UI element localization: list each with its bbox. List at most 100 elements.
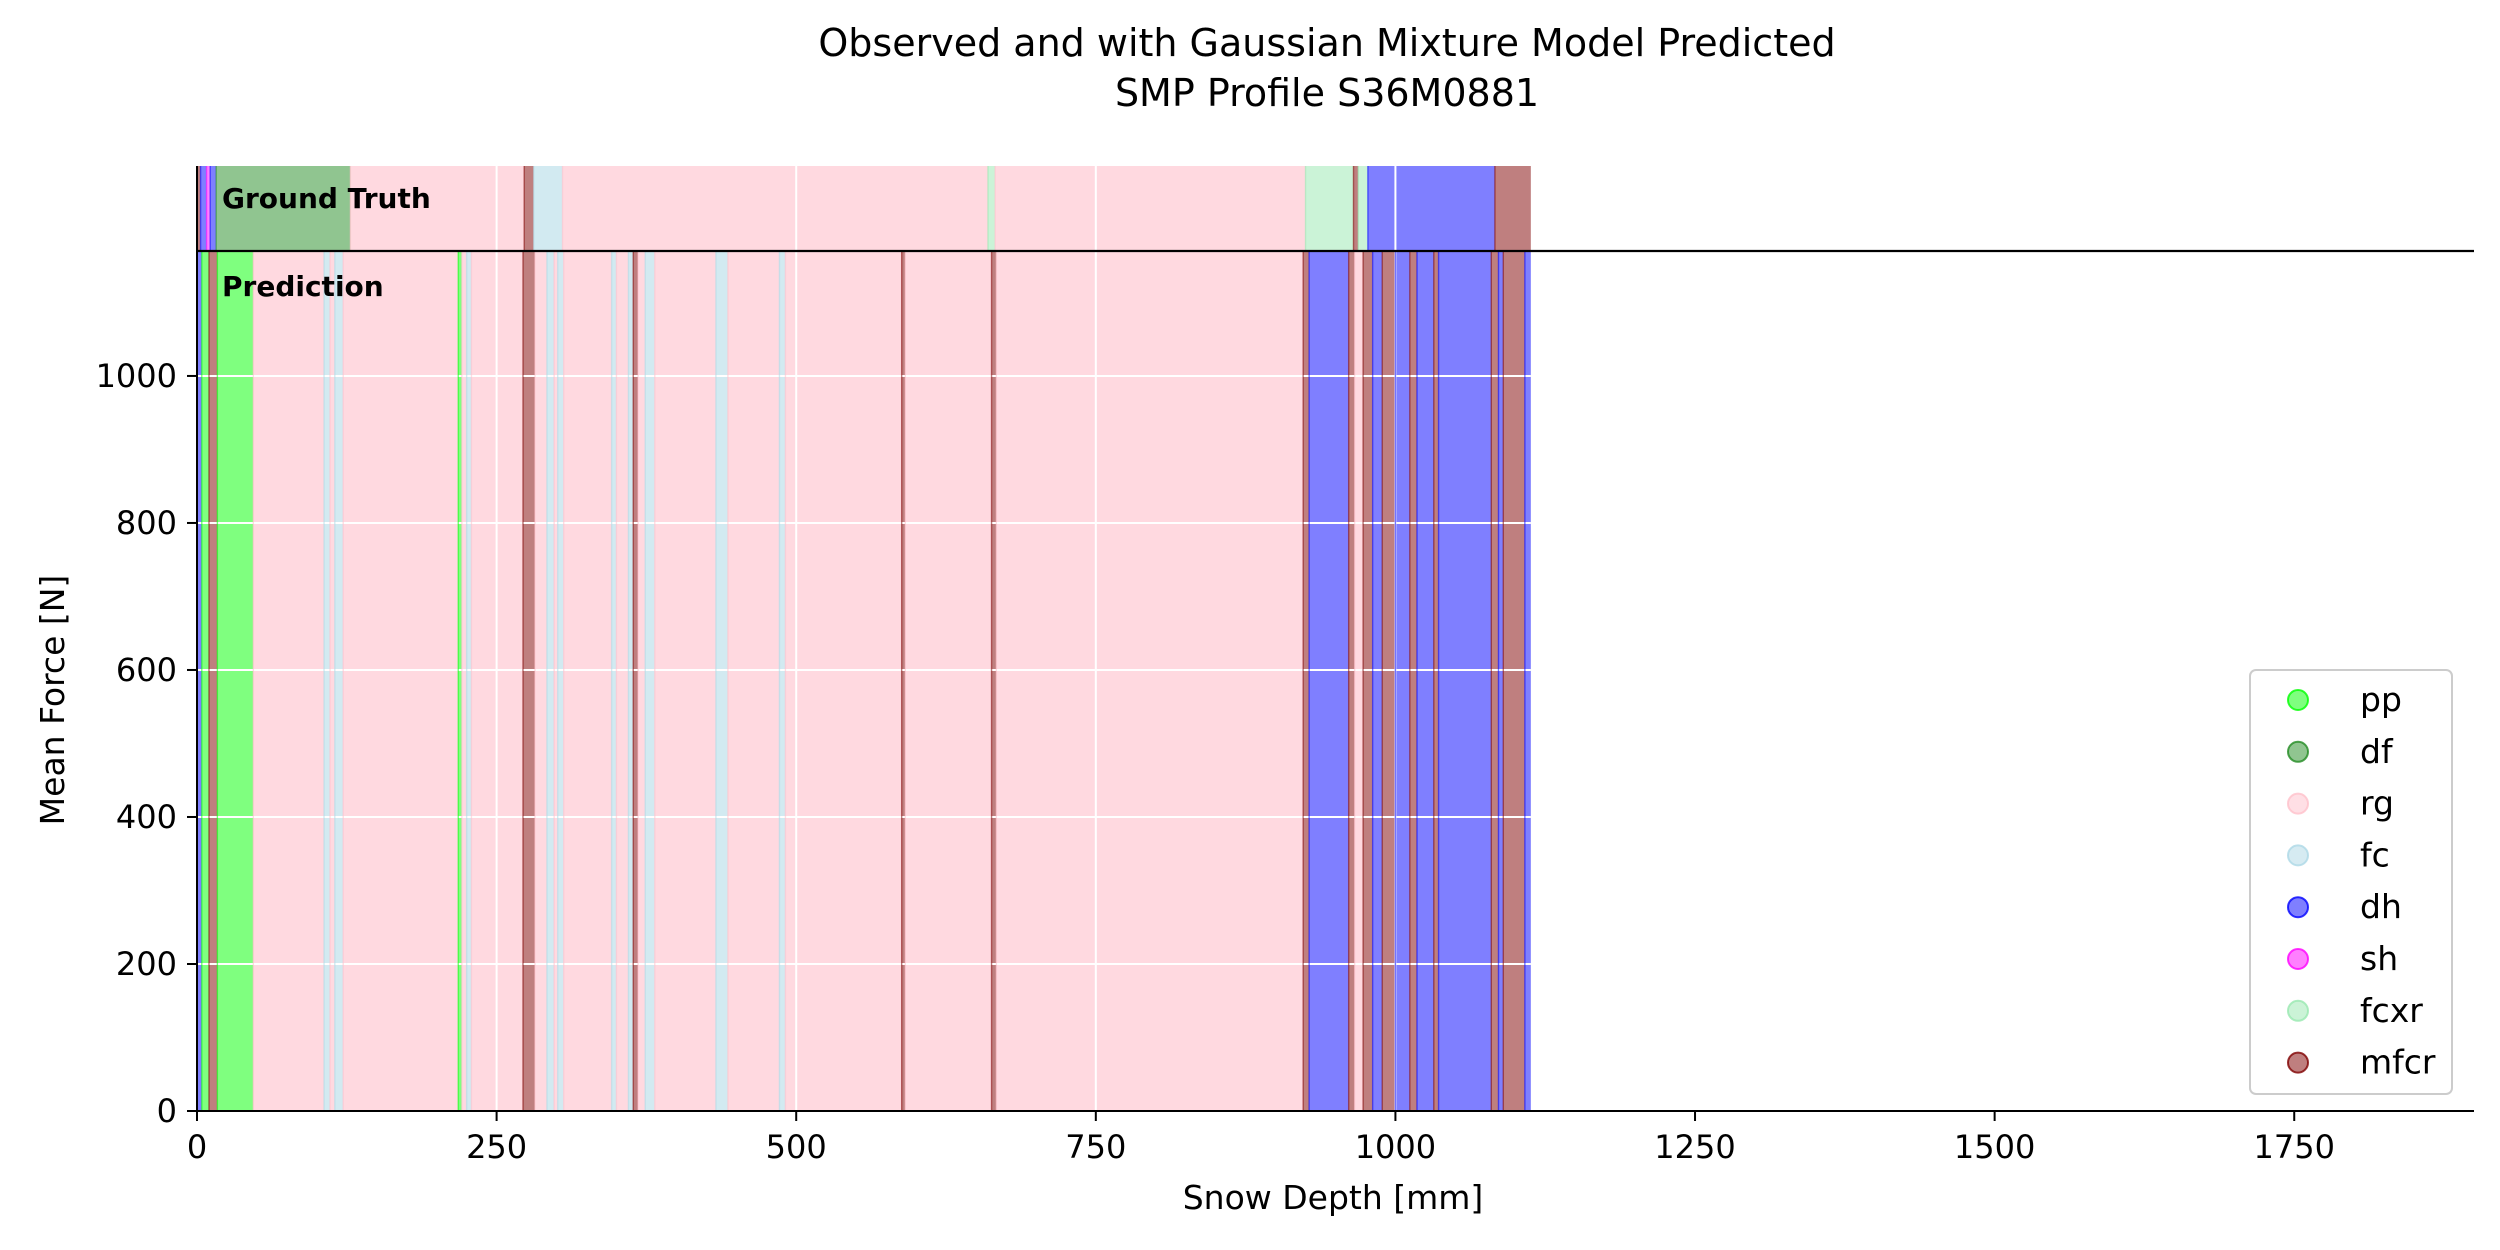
legend-box	[2249, 669, 2453, 1095]
x-tick-label: 500	[766, 1128, 827, 1166]
x-tick-label: 750	[1065, 1128, 1126, 1166]
prediction-bands	[197, 251, 1531, 1111]
prediction-band-mfcr	[1433, 251, 1439, 1111]
prediction-band-fc	[324, 251, 331, 1111]
y-tick-label: 800	[116, 504, 177, 542]
prediction-label: Prediction	[222, 270, 384, 303]
prediction-band-fc	[779, 251, 786, 1111]
prediction-band-mfcr	[1363, 251, 1373, 1111]
legend: pp df rg fc dh sh fcxr mfcr	[2249, 669, 2453, 1095]
legend-label-pp: pp	[2360, 680, 2402, 719]
prediction-band-mfcr	[1348, 251, 1355, 1111]
band-edges	[196, 166, 1526, 1111]
ground-truth-band-df	[216, 166, 351, 251]
prediction-band-rg	[563, 251, 612, 1111]
prediction-band-dh	[197, 251, 202, 1111]
ground-truth-band-rg	[562, 166, 988, 251]
chart-subtitle: SMP Profile S36M0881	[1115, 71, 1539, 115]
x-tick-label: 0	[187, 1128, 207, 1166]
legend-label-fc: fc	[2360, 835, 2390, 874]
prediction-band-fc	[715, 251, 728, 1111]
x-tick-label: 1000	[1355, 1128, 1436, 1166]
prediction-band-fc	[557, 251, 564, 1111]
prediction-band-fc	[611, 251, 617, 1111]
prediction-band-rg	[996, 251, 1304, 1111]
prediction-band-rg	[554, 251, 558, 1111]
legend-label-df: df	[2360, 732, 2394, 771]
prediction-band-fc	[334, 251, 344, 1111]
y-tick-label: 1000	[96, 357, 177, 395]
legend-marker-rg	[2287, 792, 2309, 815]
legend-marker-fc	[2287, 844, 2309, 867]
prediction-band-rg	[343, 251, 459, 1111]
prediction-band-mfcr	[991, 251, 997, 1111]
prediction-band-dh	[1372, 251, 1383, 1111]
prediction-band-mfcr	[901, 251, 906, 1111]
prediction-band-rg	[654, 251, 716, 1111]
ground-truth-band-fc	[533, 166, 563, 251]
legend-label-dh: dh	[2360, 887, 2402, 926]
prediction-band-pp	[201, 251, 209, 1111]
ground-truth-band-dh	[1367, 166, 1495, 251]
y-axis-label: Mean Force [N]	[33, 575, 72, 826]
prediction-band-dh	[1416, 251, 1434, 1111]
y-tick-label: 0	[157, 1092, 177, 1130]
prediction-band-rg	[727, 251, 780, 1111]
prediction-band-pp	[217, 251, 254, 1111]
y-tick-label: 400	[116, 798, 177, 836]
prediction-band-dh	[1309, 251, 1349, 1111]
prediction-band-fc	[645, 251, 655, 1111]
x-tick-label: 1500	[1954, 1128, 2035, 1166]
ground-truth-band-fcxr	[987, 166, 996, 251]
prediction-band-dh	[1438, 251, 1492, 1111]
ground-truth-band-dh	[210, 166, 217, 251]
prediction-band-mfcr	[1303, 251, 1310, 1111]
legend-marker-mfcr	[2287, 1051, 2309, 1074]
prediction-band-rg	[253, 251, 325, 1111]
x-tick-label: 1250	[1654, 1128, 1735, 1166]
prediction-band-rg	[1354, 251, 1364, 1111]
ground-truth-band-rg	[995, 166, 1306, 251]
ground-truth-label: Ground Truth	[222, 182, 431, 215]
ground-truth-band-dh	[200, 166, 207, 251]
prediction-band-dh	[1395, 251, 1410, 1111]
prediction-band-dh	[1498, 251, 1504, 1111]
prediction-band-dh	[1524, 251, 1531, 1111]
prediction-band-rg	[905, 251, 992, 1111]
prediction-band-mfcr	[208, 251, 218, 1111]
prediction-band-pp	[458, 251, 462, 1111]
y-tick-label: 600	[116, 651, 177, 689]
prediction-band-mfcr	[1503, 251, 1525, 1111]
ground-truth-bands	[197, 166, 1531, 251]
prediction-band-mfcr	[633, 251, 639, 1111]
prediction-band-rg	[534, 251, 547, 1111]
x-axis-ticks: 0 250 500 750 1000 1250 1500 1750	[187, 1111, 2335, 1166]
ground-truth-band-fcxr	[1305, 166, 1354, 251]
ground-truth-band-rg	[350, 166, 525, 251]
legend-marker-pp	[2287, 689, 2309, 711]
prediction-band-rg	[330, 251, 335, 1111]
legend-label-sh: sh	[2360, 939, 2398, 978]
ground-truth-band-sh	[206, 166, 211, 251]
legend-label-rg: rg	[2360, 784, 2394, 823]
prediction-band-fc	[546, 251, 555, 1111]
ground-truth-band-fcxr	[1358, 166, 1368, 251]
prediction-band-mfcr	[1382, 251, 1396, 1111]
prediction-band-rg	[785, 251, 902, 1111]
prediction-band-fc	[466, 251, 472, 1111]
legend-marker-df	[2287, 740, 2309, 763]
ground-truth-band-mfcr	[1353, 166, 1359, 251]
prediction-band-rg	[461, 251, 467, 1111]
prediction-band-rg	[638, 251, 646, 1111]
x-axis-label: Snow Depth [mm]	[1183, 1178, 1484, 1217]
legend-label-fcxr: fcxr	[2360, 991, 2423, 1030]
x-tick-label: 250	[466, 1128, 527, 1166]
legend-marker-dh	[2287, 896, 2309, 919]
x-tick-label: 1750	[2254, 1128, 2335, 1166]
legend-marker-sh	[2287, 948, 2309, 970]
prediction-band-mfcr	[1491, 251, 1499, 1111]
chart-title: Observed and with Gaussian Mixture Model…	[818, 21, 1835, 65]
y-tick-label: 200	[116, 945, 177, 983]
prediction-band-fc	[628, 251, 634, 1111]
prediction-band-mfcr	[1409, 251, 1417, 1111]
